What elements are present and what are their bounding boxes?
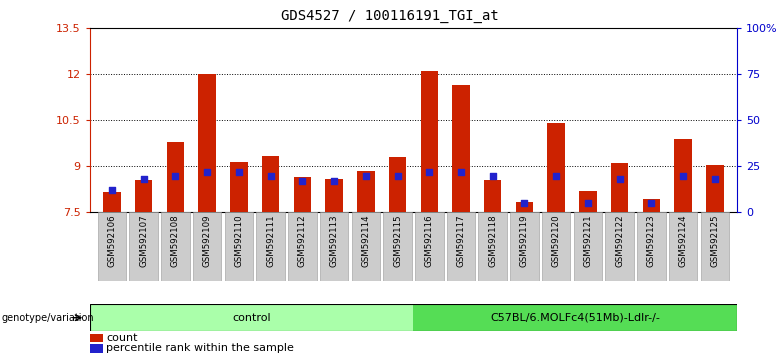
Bar bbox=[225, 212, 253, 281]
Point bbox=[264, 173, 277, 178]
Text: GSM592111: GSM592111 bbox=[266, 215, 275, 267]
Text: GSM592114: GSM592114 bbox=[361, 215, 370, 267]
Text: percentile rank within the sample: percentile rank within the sample bbox=[106, 343, 294, 354]
Point bbox=[613, 176, 626, 182]
Bar bbox=[262, 156, 279, 212]
Bar bbox=[352, 212, 380, 281]
Bar bbox=[669, 212, 697, 281]
Text: GSM592106: GSM592106 bbox=[108, 215, 116, 267]
Point bbox=[709, 176, 722, 182]
Bar bbox=[320, 212, 349, 281]
Bar bbox=[135, 180, 152, 212]
Bar bbox=[415, 212, 444, 281]
Text: GSM592124: GSM592124 bbox=[679, 215, 688, 267]
Text: genotype/variation: genotype/variation bbox=[2, 313, 94, 323]
Text: GSM592115: GSM592115 bbox=[393, 215, 402, 267]
Point bbox=[232, 169, 245, 175]
Text: C57BL/6.MOLFc4(51Mb)-Ldlr-/-: C57BL/6.MOLFc4(51Mb)-Ldlr-/- bbox=[491, 313, 660, 323]
Text: GSM592125: GSM592125 bbox=[711, 215, 719, 267]
Bar bbox=[478, 212, 507, 281]
Text: GSM592123: GSM592123 bbox=[647, 215, 656, 267]
Point bbox=[169, 173, 182, 178]
Bar bbox=[90, 334, 103, 342]
Point bbox=[518, 200, 530, 206]
Text: GSM592107: GSM592107 bbox=[139, 215, 148, 267]
Point bbox=[105, 188, 118, 193]
Text: control: control bbox=[232, 313, 271, 323]
Point bbox=[645, 200, 658, 206]
Bar bbox=[548, 124, 565, 212]
Point bbox=[392, 173, 404, 178]
Text: GSM592120: GSM592120 bbox=[551, 215, 561, 267]
Bar bbox=[675, 139, 692, 212]
Text: GSM592112: GSM592112 bbox=[298, 215, 307, 267]
Bar bbox=[383, 212, 412, 281]
Text: GSM592117: GSM592117 bbox=[456, 215, 466, 267]
Bar bbox=[542, 212, 570, 281]
Text: GSM592108: GSM592108 bbox=[171, 215, 180, 267]
Bar bbox=[700, 212, 729, 281]
Point bbox=[201, 169, 214, 175]
Bar bbox=[103, 193, 121, 212]
Text: count: count bbox=[106, 333, 137, 343]
Point bbox=[550, 173, 562, 178]
Bar bbox=[198, 74, 216, 212]
Bar bbox=[167, 142, 184, 212]
Text: GSM592113: GSM592113 bbox=[330, 215, 339, 267]
Bar bbox=[452, 85, 470, 212]
Text: GSM592119: GSM592119 bbox=[520, 215, 529, 267]
Text: GSM592110: GSM592110 bbox=[234, 215, 243, 267]
Bar bbox=[420, 71, 438, 212]
Bar bbox=[413, 304, 737, 331]
Bar bbox=[325, 179, 342, 212]
Bar bbox=[90, 344, 103, 353]
Bar bbox=[605, 212, 634, 281]
Point bbox=[677, 173, 690, 178]
Bar bbox=[98, 212, 126, 281]
Bar bbox=[447, 212, 475, 281]
Bar bbox=[484, 180, 502, 212]
Text: GSM592122: GSM592122 bbox=[615, 215, 624, 267]
Bar bbox=[161, 212, 190, 281]
Text: GSM592121: GSM592121 bbox=[583, 215, 593, 267]
Point bbox=[582, 200, 594, 206]
Bar bbox=[129, 212, 158, 281]
Text: GSM592118: GSM592118 bbox=[488, 215, 497, 267]
Bar bbox=[574, 212, 602, 281]
Bar bbox=[230, 162, 247, 212]
Point bbox=[296, 178, 309, 184]
Bar bbox=[90, 304, 413, 331]
Text: GDS4527 / 100116191_TGI_at: GDS4527 / 100116191_TGI_at bbox=[281, 9, 499, 23]
Bar bbox=[611, 163, 629, 212]
Point bbox=[423, 169, 435, 175]
Bar bbox=[510, 212, 539, 281]
Bar bbox=[293, 177, 311, 212]
Point bbox=[360, 173, 372, 178]
Point bbox=[328, 178, 340, 184]
Bar bbox=[580, 191, 597, 212]
Text: GSM592116: GSM592116 bbox=[425, 215, 434, 267]
Bar bbox=[516, 202, 534, 212]
Point bbox=[455, 169, 467, 175]
Bar bbox=[193, 212, 222, 281]
Bar bbox=[288, 212, 317, 281]
Bar bbox=[643, 199, 660, 212]
Text: GSM592109: GSM592109 bbox=[203, 215, 211, 267]
Bar bbox=[637, 212, 665, 281]
Bar bbox=[388, 157, 406, 212]
Bar bbox=[357, 171, 374, 212]
Point bbox=[137, 176, 150, 182]
Bar bbox=[257, 212, 285, 281]
Point bbox=[487, 173, 499, 178]
Bar bbox=[706, 165, 724, 212]
